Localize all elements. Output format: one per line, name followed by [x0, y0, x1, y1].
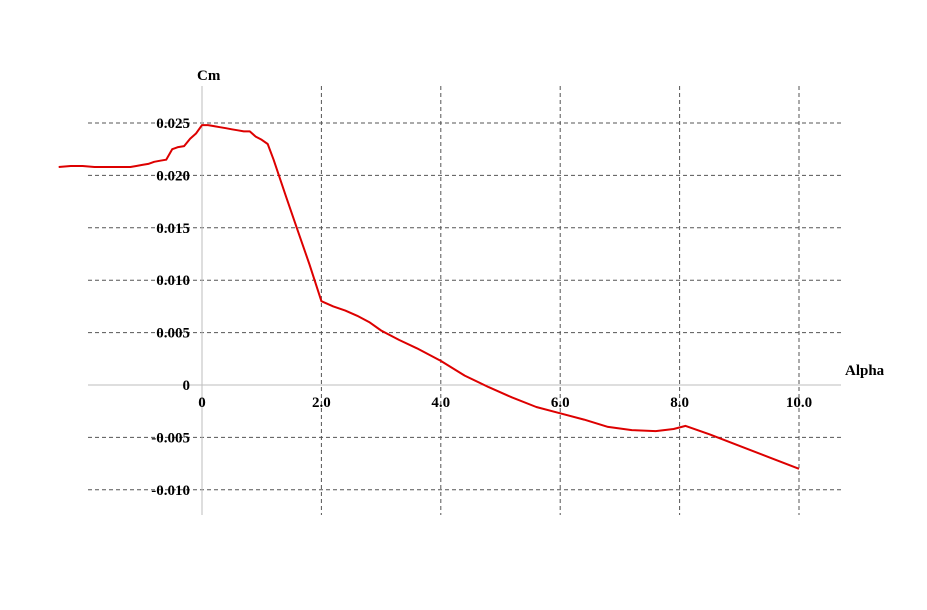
x-tick-label: 6.0 — [551, 395, 570, 411]
x-tick-label: 2.0 — [312, 395, 331, 411]
data-series — [58, 124, 800, 470]
y-tick-label: 0 — [183, 378, 191, 394]
cm-series-line — [58, 124, 800, 470]
tick-labels: 0.025 0.020 0.015 0.010 0.005 0 -0.005 -0.010 0 2… — [151, 116, 812, 499]
x-tick-label: 10.0 — [786, 395, 812, 411]
y-axis-title: Cm — [197, 68, 221, 84]
y-tick-label: -0.010 — [151, 483, 190, 499]
y-tick-label: 0.025 — [156, 116, 190, 132]
axes — [88, 86, 841, 515]
x-tick-label: 4.0 — [431, 395, 450, 411]
y-tick-label: 0.015 — [156, 221, 190, 237]
y-tick-label: 0.005 — [156, 326, 190, 342]
y-tick-label: -0.005 — [151, 430, 190, 446]
x-tick-label: 8.0 — [670, 395, 689, 411]
y-tick-label: 0.020 — [156, 168, 190, 184]
grid-lines — [88, 86, 841, 515]
y-tick-label: 0.010 — [156, 273, 190, 289]
x-axis-title: Alpha — [845, 363, 885, 379]
x-tick-label: 0 — [198, 395, 206, 411]
